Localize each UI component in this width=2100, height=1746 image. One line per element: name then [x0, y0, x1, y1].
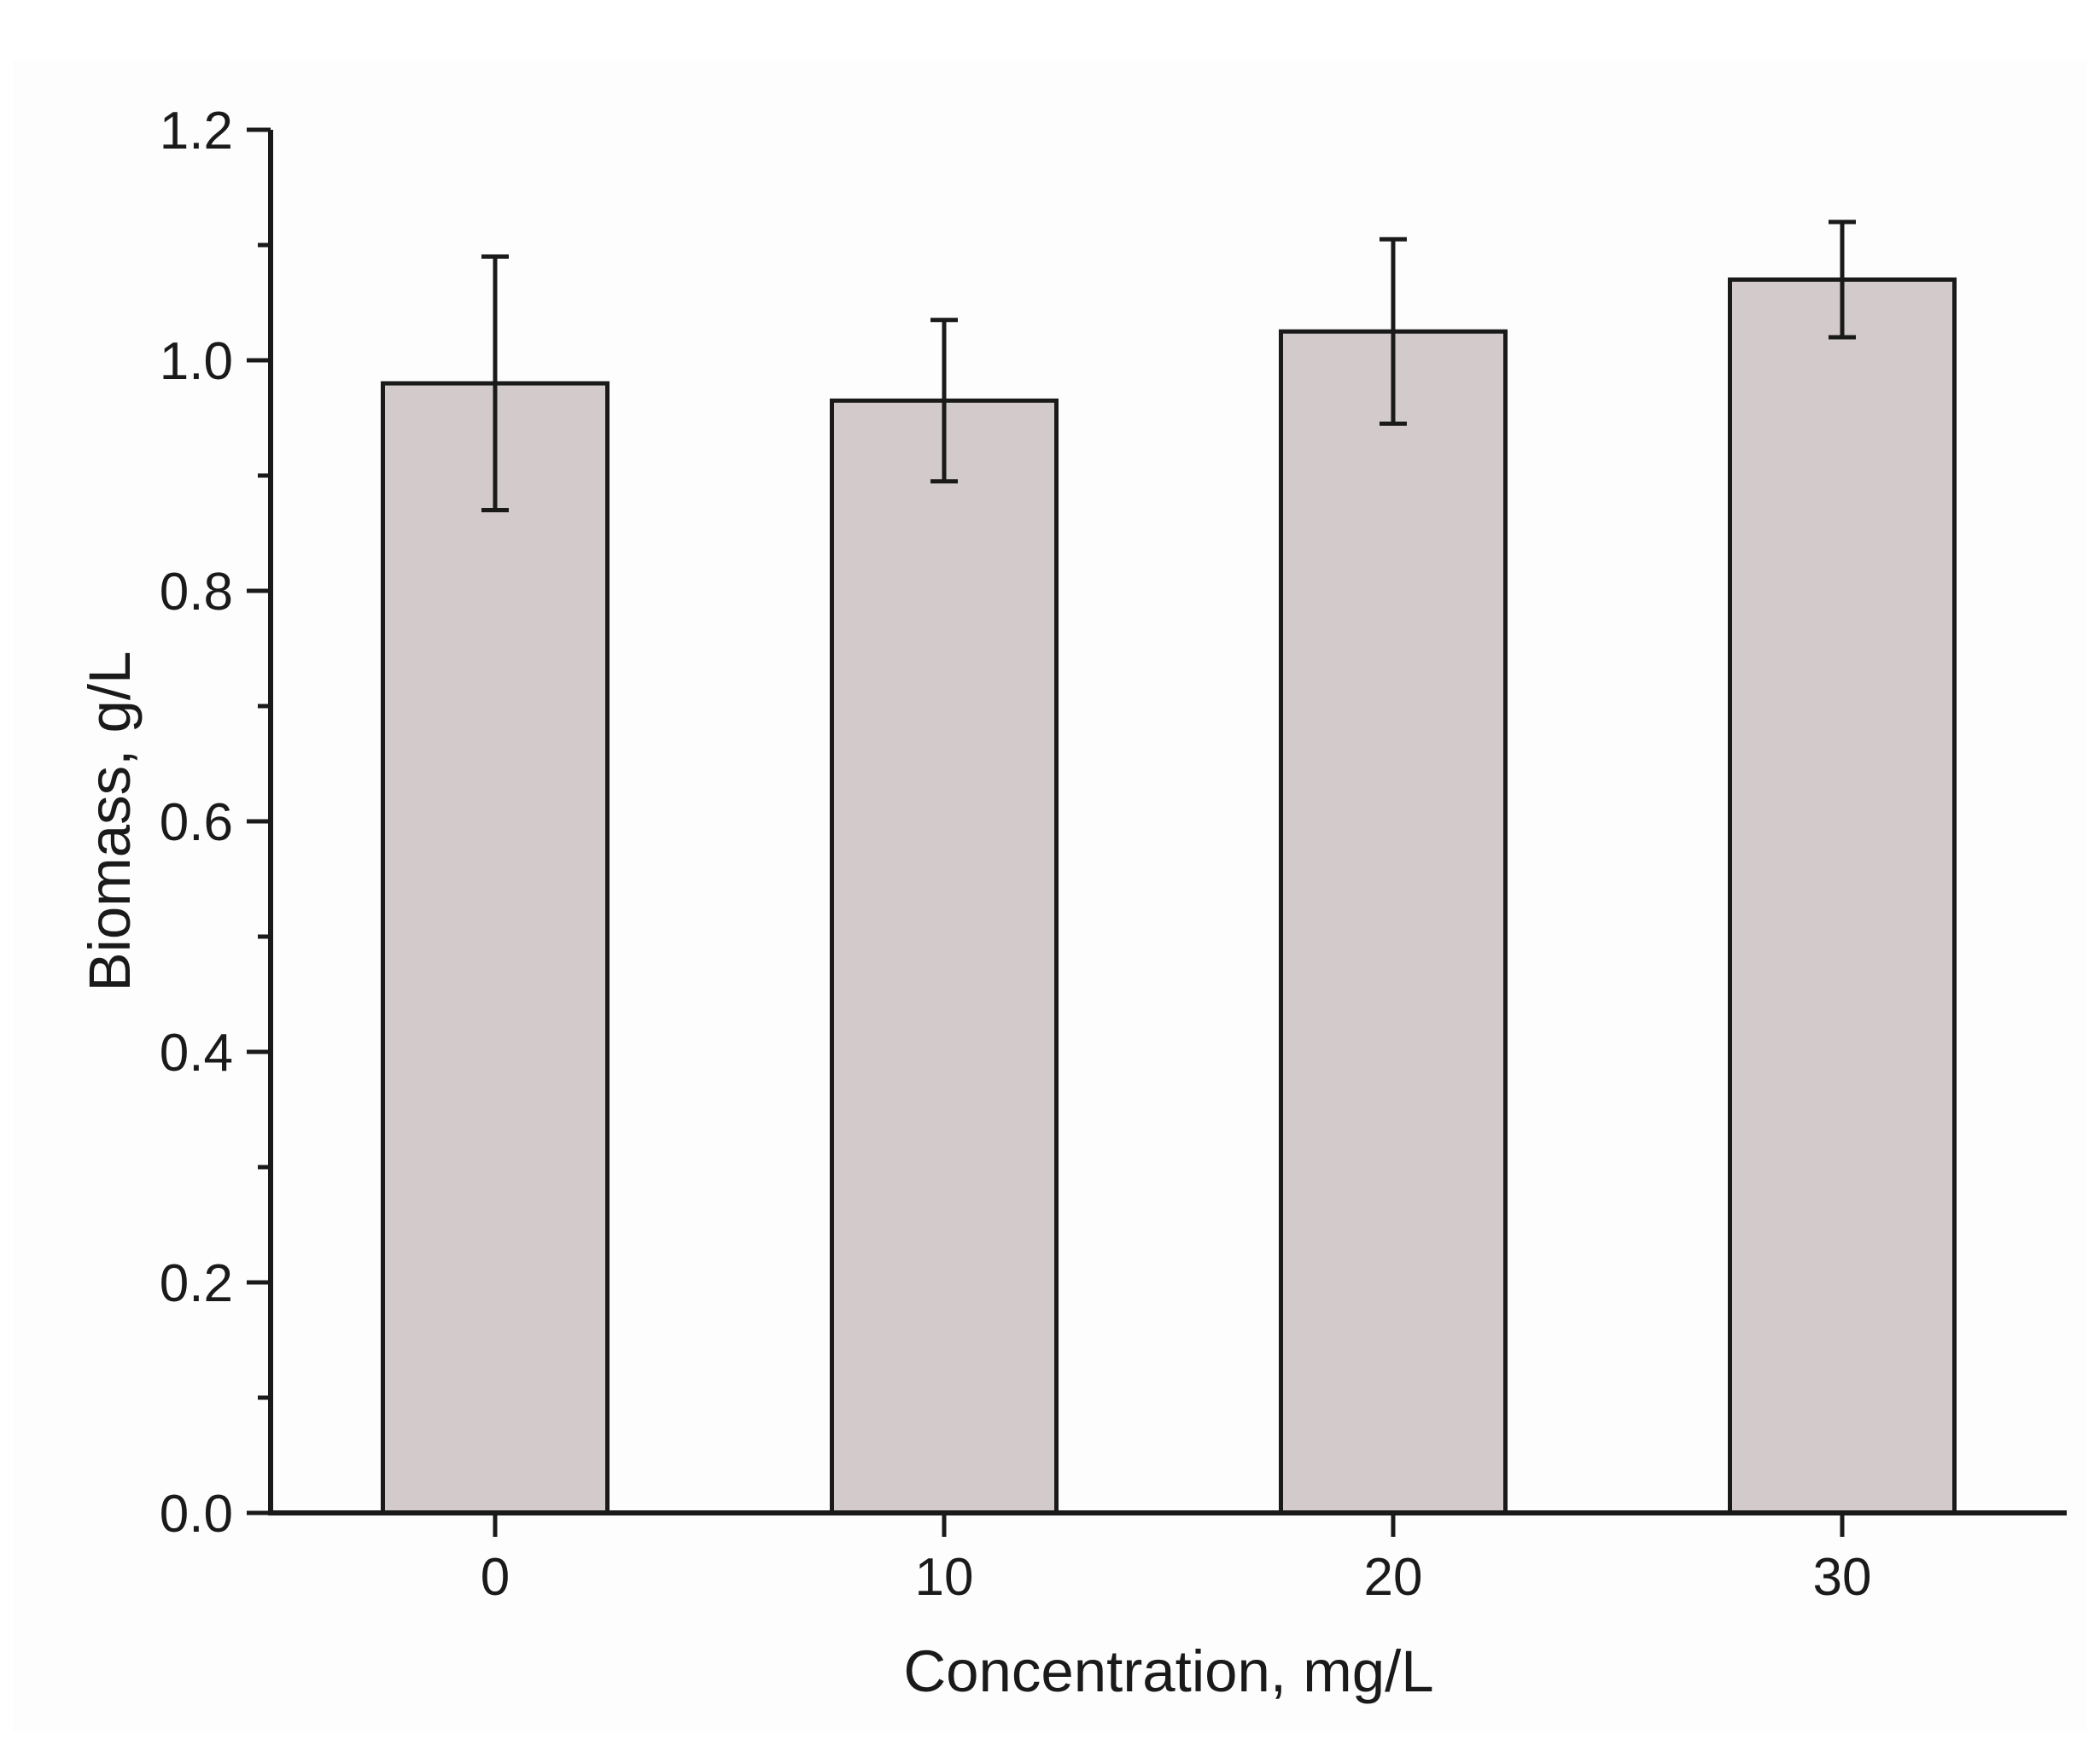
bars-group — [381, 277, 1957, 1515]
y-tick-label: 0.0 — [160, 1485, 233, 1544]
error-bars-group — [481, 219, 1856, 512]
tick-labels-group: 0.0 0.2 0.4 0.6 0.8 1.0 1.2 0 10 20 30 — [160, 102, 1872, 1607]
x-tick-label: 10 — [915, 1548, 974, 1607]
bar — [830, 398, 1059, 1515]
y-tick-label: 0.8 — [160, 563, 233, 622]
bar — [381, 381, 610, 1515]
y-axis-title: Biomass, g/L — [77, 651, 143, 992]
y-tick-label: 0.4 — [160, 1024, 233, 1083]
x-tick-label: 20 — [1364, 1548, 1423, 1607]
x-tick-label: 0 — [481, 1548, 510, 1607]
axes-group — [247, 127, 2067, 1537]
y-tick-label: 0.6 — [160, 793, 233, 852]
bar — [1728, 277, 1957, 1515]
y-tick-label: 0.2 — [160, 1254, 233, 1313]
bar — [1279, 329, 1508, 1515]
y-tick-label: 1.0 — [160, 332, 233, 391]
x-axis-title: Concentration, mg/L — [903, 1638, 1433, 1704]
x-tick-label: 30 — [1813, 1548, 1872, 1607]
y-tick-label: 1.2 — [160, 102, 233, 161]
